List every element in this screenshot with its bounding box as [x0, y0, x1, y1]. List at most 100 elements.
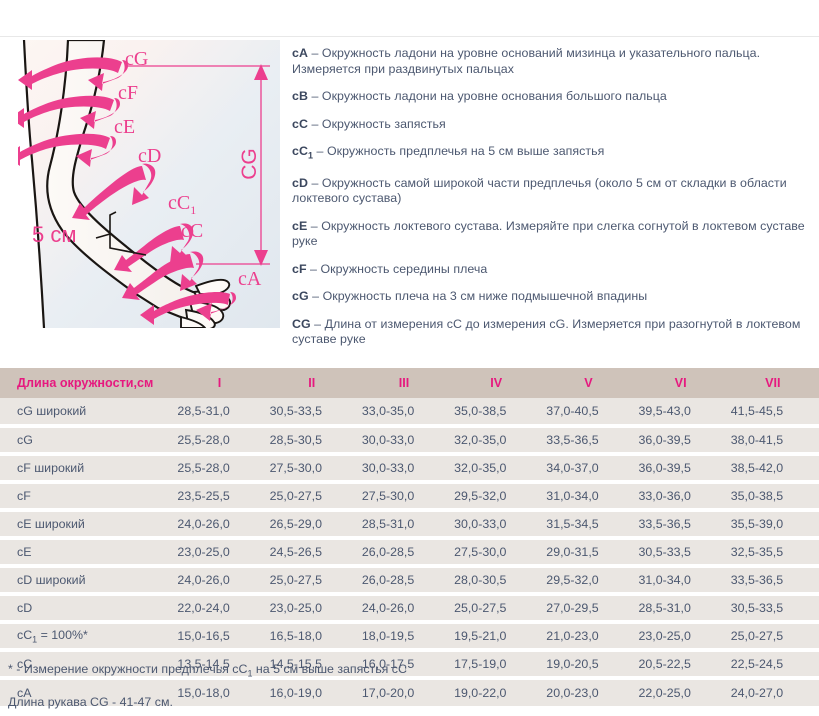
row-value: 33,5-36,5 [634, 510, 727, 540]
row-value: 18,0-19,5 [357, 622, 451, 652]
row-value: 15,0-16,5 [173, 622, 266, 652]
description-item-cA: cA – Окружность ладони на уровне основан… [292, 46, 812, 77]
row-value: 36,0-39,5 [634, 426, 727, 456]
row-value: 27,5-30,0 [265, 454, 358, 484]
footnote-sleeve-length: Длина рукава CG - 41-47 см. [8, 695, 708, 710]
row-value: 35,0-38,5 [450, 398, 543, 428]
table-row: cG широкий 28,5-31,0 30,5-33,5 33,0-35,0… [0, 398, 819, 428]
table-row: cE широкий 24,0-26,0 26,5-29,0 28,5-31,0… [0, 510, 819, 540]
row-value: 24,0-26,0 [173, 510, 266, 540]
column-header-VI: VI [674, 376, 687, 390]
column-header-V: V [584, 376, 593, 390]
row-label: cG широкий [0, 398, 174, 428]
row-value: 33,0-35,0 [357, 398, 451, 428]
row-label: cG [0, 426, 174, 456]
row-label-text: cC [17, 627, 33, 642]
row-label: cC1 = 100%* [0, 622, 174, 652]
column-header-VII: VII [765, 376, 781, 390]
row-value: 29,5-32,0 [450, 482, 543, 512]
row-value: 34,0-37,0 [542, 454, 635, 484]
footnote-sub: 1 [247, 668, 253, 679]
row-value: 30,0-33,0 [357, 426, 451, 456]
description-item-cC: cC – Окружность запястья [292, 117, 812, 133]
description-item-cB: cB – Окружность ладони на уровне основан… [292, 89, 812, 105]
desc-text: – Окружность предплечья на 5 см выше зап… [313, 144, 605, 158]
row-value: 30,0-33,0 [450, 510, 543, 540]
row-value: 23,5-25,5 [173, 482, 266, 512]
column-header-IV: IV [490, 376, 503, 390]
description-item-cD: cD – Окружность самой широкой части пред… [292, 176, 812, 207]
footnote-post: на 5 см выше запястья сС [252, 662, 407, 676]
desc-text: – Окружность запястья [307, 116, 446, 131]
row-value: 32,0-35,0 [450, 454, 543, 484]
row-value: 35,5-39,0 [726, 510, 819, 540]
row-value: 32,0-35,0 [450, 426, 543, 456]
table-row: cA 15,0-18,0 16,0-19,0 17,0-20,0 19,0-22… [0, 678, 819, 706]
footnote-pre: Длина рукава CG - 41-47 см. [8, 695, 173, 710]
row-value: 13,5-14,5 [173, 650, 266, 680]
desc-text: – Окружность самой широкой части предпле… [292, 175, 787, 206]
desc-code: cC1 [292, 144, 314, 161]
row-label: cE широкий [0, 510, 174, 540]
column-header-label: Длина окружности,см [17, 376, 154, 390]
row-value: 28,5-31,0 [173, 398, 266, 428]
footnote-asterisk: * - Измерение окружности предплечья сС1 … [8, 662, 708, 681]
row-value: 24,0-27,0 [730, 686, 784, 700]
row-value: 14,5-15,5 [265, 650, 358, 680]
row-value: 37,0-40,5 [542, 398, 635, 428]
row-value: 31,5-34,5 [542, 510, 635, 540]
desc-code: cF [292, 261, 307, 276]
desc-code: cB [292, 89, 308, 103]
description-item-cG: cG – Окружность плеча на 3 см ниже подмы… [292, 289, 812, 305]
column-header-III: III [398, 376, 410, 390]
row-value: 26,0-28,5 [357, 566, 451, 596]
table-row: cC1 = 100%* 15,0-16,5 16,5-18,0 18,0-19,… [0, 622, 819, 652]
desc-text: – Окружность плеча на 3 см ниже подмышеч… [308, 289, 648, 304]
row-value: 24,0-26,0 [357, 594, 451, 624]
row-value: 16,0-17,5 [357, 650, 451, 680]
row-value: 15,0-18,0 [177, 686, 230, 700]
top-divider [0, 36, 819, 37]
row-value: 27,0-29,5 [542, 594, 635, 624]
row-value: 22,0-25,0 [638, 686, 691, 700]
row-value: 17,5-19,0 [450, 650, 543, 680]
row-value: 30,5-33,5 [634, 538, 727, 568]
description-item-cF: cF – Окружность середины плеча [292, 262, 812, 278]
arm-measurement-illustration: cG cF cE cD cC1 cC cA CG 5 см [18, 40, 280, 328]
row-value: 16,5-18,0 [265, 622, 358, 652]
row-value: 36,0-39,5 [634, 454, 727, 484]
row-value: 28,5-30,5 [265, 426, 358, 456]
row-value: 25,0-27,5 [726, 622, 819, 652]
row-value: 28,5-31,0 [357, 510, 451, 540]
table-row: cE 23,0-25,0 24,5-26,5 26,0-28,5 27,5-30… [0, 538, 819, 568]
row-value: 19,0-20,5 [542, 650, 635, 680]
row-value: 26,5-29,0 [265, 510, 358, 540]
row-label-suffix: = 100%* [37, 627, 88, 642]
row-value: 30,0-33,0 [357, 454, 451, 484]
desc-code-sub: 1 [307, 150, 314, 161]
desc-code: cC [292, 116, 308, 131]
measurement-descriptions: cA – Окружность ладони на уровне основан… [292, 46, 812, 360]
row-value: 30,5-33,5 [265, 398, 358, 428]
table-row: cF широкий 25,5-28,0 27,5-30,0 30,0-33,0… [0, 454, 819, 484]
row-value: 27,5-30,0 [357, 482, 451, 512]
row-value: 19,5-21,0 [450, 622, 543, 652]
table-header: Длина окружности,см I II III IV V VI VII [0, 368, 819, 398]
row-value: 23,0-25,0 [265, 594, 358, 624]
footnotes: * - Измерение окружности предплечья сС1 … [8, 662, 708, 716]
row-label: cD [0, 594, 174, 624]
desc-code-text: cC [292, 144, 308, 158]
row-value: 24,5-26,5 [265, 538, 358, 568]
row-value: 30,5-33,5 [726, 594, 819, 624]
row-value: 39,5-43,0 [634, 398, 727, 428]
row-value: 26,0-28,5 [357, 538, 451, 568]
row-value: 25,5-28,0 [173, 426, 266, 456]
row-value: 41,5-45,5 [726, 398, 819, 428]
row-label: cF широкий [0, 454, 174, 484]
row-value: 33,5-36,5 [542, 426, 635, 456]
description-item-cC1: cC1 – Окружность предплечья на 5 см выше… [292, 144, 812, 164]
desc-code: CG [292, 316, 311, 331]
row-value: 29,5-32,0 [542, 566, 635, 596]
table-header-row: Длина окружности,см I II III IV V VI VII [0, 368, 819, 398]
